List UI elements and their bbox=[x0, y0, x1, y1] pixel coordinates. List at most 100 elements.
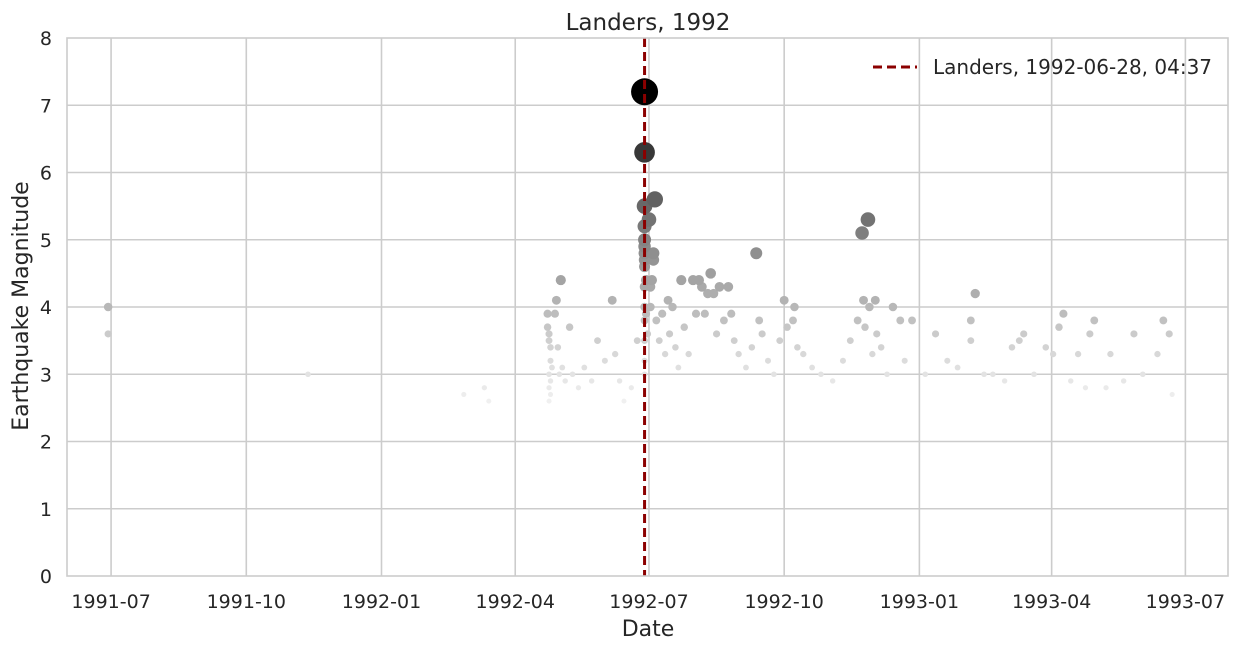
earthquake-point bbox=[575, 385, 582, 391]
earthquake-point bbox=[1082, 385, 1089, 391]
earthquake-point bbox=[481, 385, 488, 391]
earthquake-point bbox=[661, 350, 669, 358]
earthquake-point bbox=[859, 295, 868, 305]
earthquake-point bbox=[776, 337, 784, 345]
x-tick-label: 1993-04 bbox=[1012, 591, 1091, 613]
earthquake-point bbox=[735, 350, 742, 358]
earthquake-point bbox=[461, 391, 467, 397]
earthquake-point bbox=[809, 364, 816, 371]
earthquake-point bbox=[896, 316, 905, 325]
earthquake-point bbox=[594, 337, 601, 345]
earthquake-point bbox=[861, 323, 869, 331]
x-tick-label: 1991-07 bbox=[71, 591, 150, 613]
earthquake-point bbox=[944, 357, 951, 364]
earthquake-point bbox=[646, 302, 655, 312]
y-tick-label: 8 bbox=[40, 28, 52, 50]
earthquake-point bbox=[727, 309, 736, 318]
earthquake-point bbox=[870, 295, 880, 305]
earthquake-point bbox=[818, 371, 824, 378]
earthquake-point bbox=[1001, 378, 1008, 384]
earthquake-point bbox=[559, 364, 566, 371]
earthquake-point bbox=[646, 275, 657, 286]
earthquake-point bbox=[783, 323, 791, 331]
earthquake-point bbox=[545, 337, 553, 345]
earthquake-point bbox=[790, 302, 799, 312]
earthquake-point bbox=[486, 398, 492, 404]
earthquake-point bbox=[829, 378, 836, 384]
earthquake-point bbox=[869, 350, 876, 358]
earthquake-point bbox=[846, 337, 854, 345]
x-axis-ticks: 1991-07 1991-10 1992-01 1992-04 1992-07 1992-… bbox=[71, 591, 1225, 613]
earthquake-point bbox=[748, 344, 756, 351]
earthquake-point bbox=[1074, 350, 1082, 358]
earthquake-point bbox=[714, 281, 725, 292]
earthquake-point bbox=[1031, 371, 1037, 378]
earthquake-point bbox=[556, 371, 563, 378]
y-tick-label: 7 bbox=[40, 95, 52, 117]
earthquake-point bbox=[1154, 350, 1161, 358]
earthquake-point bbox=[676, 275, 687, 286]
x-axis-label: Date bbox=[622, 617, 675, 642]
x-tick-label: 1991-10 bbox=[207, 591, 286, 613]
earthquake-point bbox=[1103, 385, 1109, 391]
earthquake-point bbox=[607, 295, 617, 305]
earthquake-point bbox=[873, 330, 881, 338]
earthquake-point bbox=[621, 398, 627, 404]
earthquake-point bbox=[1068, 378, 1074, 384]
y-tick-label: 0 bbox=[40, 566, 52, 588]
earthquake-point bbox=[546, 385, 552, 391]
earthquake-point bbox=[616, 378, 623, 384]
x-tick-label: 1992-01 bbox=[342, 591, 421, 613]
earthquake-point bbox=[877, 344, 885, 351]
earthquake-point bbox=[652, 316, 661, 325]
earthquake-point bbox=[547, 391, 554, 397]
earthquake-point bbox=[901, 357, 908, 364]
earthquake-point bbox=[675, 364, 682, 371]
earthquake-point bbox=[723, 281, 734, 292]
earthquake-point bbox=[1107, 350, 1114, 358]
y-tick-label: 3 bbox=[40, 364, 52, 386]
earthquake-point bbox=[550, 309, 559, 318]
earthquake-point bbox=[967, 337, 975, 345]
earthquake-point bbox=[103, 302, 113, 312]
earthquake-point bbox=[680, 323, 688, 331]
earthquake-point bbox=[546, 398, 552, 404]
earthquake-point bbox=[547, 378, 554, 384]
earthquake-point bbox=[730, 337, 738, 345]
earthquake-point bbox=[771, 371, 777, 378]
earthquake-point bbox=[631, 78, 659, 106]
earthquake-point bbox=[1055, 323, 1063, 331]
earthquake-point bbox=[720, 316, 728, 325]
earthquake-point bbox=[581, 364, 588, 371]
earthquake-point bbox=[691, 309, 701, 318]
earthquake-point bbox=[1120, 378, 1127, 384]
earthquake-point bbox=[628, 385, 634, 391]
legend: Landers, 1992-06-28, 04:37 bbox=[873, 55, 1212, 79]
earthquake-point bbox=[1139, 371, 1146, 378]
earthquake-point bbox=[839, 357, 846, 364]
earthquake-point bbox=[588, 378, 595, 384]
y-axis-label: Earthquake Magnitude bbox=[9, 181, 34, 430]
earthquake-point bbox=[708, 288, 719, 299]
earthquake-point bbox=[545, 330, 553, 338]
earthquake-point bbox=[305, 371, 311, 378]
earthquake-point bbox=[665, 330, 674, 338]
earthquake-point bbox=[1086, 330, 1094, 338]
earthquake-point bbox=[888, 302, 898, 312]
earthquake-point bbox=[700, 309, 709, 318]
earthquake-point bbox=[800, 350, 807, 358]
earthquake-point bbox=[990, 371, 996, 378]
earthquake-point bbox=[922, 371, 929, 378]
earthquake-point bbox=[647, 247, 660, 260]
earthquake-point bbox=[562, 378, 568, 384]
y-axis-ticks: 0 1 2 3 4 5 6 7 8 bbox=[40, 28, 52, 588]
y-tick-label: 1 bbox=[40, 499, 52, 521]
earthquake-point bbox=[546, 371, 552, 378]
earthquake-point bbox=[547, 344, 554, 351]
y-tick-label: 6 bbox=[40, 163, 52, 185]
earthquake-point bbox=[966, 316, 975, 325]
earthquake-point bbox=[663, 295, 673, 305]
earthquake-point bbox=[1008, 344, 1016, 351]
